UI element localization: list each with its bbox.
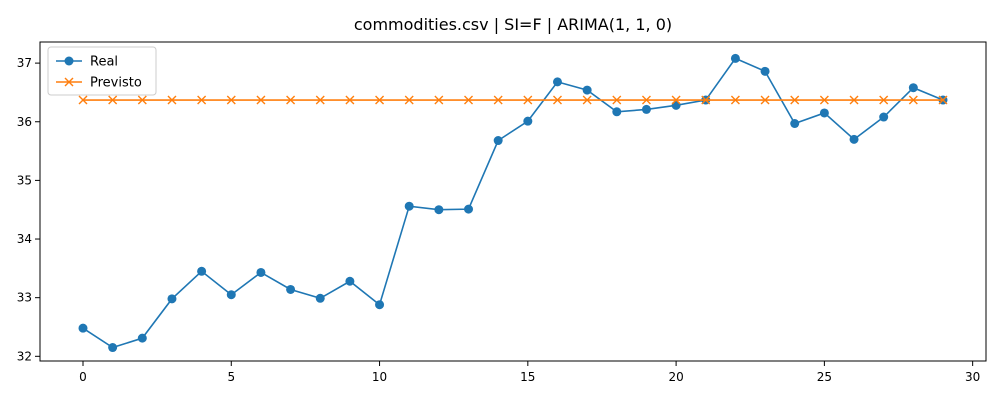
data-point-real — [908, 83, 918, 93]
data-point-previsto — [730, 95, 740, 105]
data-point-previsto — [612, 95, 622, 105]
data-point-real — [286, 284, 296, 294]
data-point-previsto — [464, 95, 474, 105]
x-tick-label: 0 — [79, 370, 87, 384]
data-point-previsto — [552, 95, 562, 105]
data-point-real — [256, 267, 266, 277]
data-point-previsto — [404, 95, 414, 105]
data-point-real — [552, 77, 562, 87]
data-point-real — [197, 266, 207, 276]
data-point-real — [819, 108, 829, 118]
plot-area — [78, 53, 948, 353]
y-tick-label: 36 — [17, 115, 32, 129]
data-point-previsto — [582, 95, 592, 105]
x-tick-label: 25 — [817, 370, 832, 384]
y-tick-label: 37 — [17, 56, 32, 70]
data-point-real — [641, 104, 651, 114]
legend-box — [47, 46, 157, 96]
x-tick-label: 10 — [372, 370, 387, 384]
data-point-previsto — [701, 95, 711, 105]
data-point-real — [345, 276, 355, 286]
data-point-previsto — [879, 95, 889, 105]
data-point-real — [108, 343, 118, 353]
data-point-real — [137, 333, 147, 343]
chart-title: commodities.csv | SI=F | ARIMA(1, 1, 0) — [354, 15, 672, 34]
data-point-real — [78, 323, 88, 333]
x-tick-label: 5 — [227, 370, 235, 384]
y-tick-label: 33 — [17, 291, 32, 305]
y-tick-label: 32 — [17, 349, 32, 363]
data-point-real — [226, 290, 236, 300]
data-point-real — [582, 85, 592, 95]
data-point-previsto — [137, 95, 147, 105]
data-point-real — [760, 66, 770, 76]
data-point-real — [671, 100, 681, 110]
data-point-previsto — [790, 95, 800, 105]
y-tick-label: 34 — [17, 232, 32, 246]
x-tick-label: 30 — [965, 370, 980, 384]
legend-label: Previsto — [90, 76, 142, 91]
data-point-previsto — [256, 95, 266, 105]
data-point-real — [375, 300, 385, 310]
data-point-previsto — [375, 95, 385, 105]
data-point-previsto — [286, 95, 296, 105]
data-point-previsto — [819, 95, 829, 105]
data-point-previsto — [641, 95, 651, 105]
x-tick-label: 15 — [520, 370, 535, 384]
data-point-previsto — [108, 95, 118, 105]
data-point-previsto — [493, 95, 503, 105]
data-point-real — [315, 293, 325, 303]
data-point-previsto — [315, 95, 325, 105]
data-point-real — [167, 294, 177, 304]
legend-item-previsto: Previsto — [56, 76, 142, 91]
data-point-previsto — [434, 95, 444, 105]
data-point-previsto — [938, 95, 948, 105]
data-point-real — [493, 136, 503, 146]
data-point-previsto — [345, 95, 355, 105]
legend-label: Real — [90, 55, 118, 70]
data-point-previsto — [849, 95, 859, 105]
data-point-real — [730, 53, 740, 63]
legend: Real Previsto — [47, 46, 157, 96]
legend-item-real: Real — [56, 55, 118, 70]
data-point-real — [612, 107, 622, 117]
x-tick-label: 20 — [668, 370, 683, 384]
data-point-previsto — [197, 95, 207, 105]
data-point-real — [879, 112, 889, 122]
legend-marker — [64, 77, 74, 87]
data-point-real — [464, 204, 474, 214]
data-point-previsto — [671, 95, 681, 105]
data-point-previsto — [760, 95, 770, 105]
data-point-previsto — [78, 95, 88, 105]
data-point-real — [849, 134, 859, 144]
data-point-previsto — [908, 95, 918, 105]
data-point-real — [434, 205, 444, 215]
data-point-real — [404, 201, 414, 211]
data-point-previsto — [167, 95, 177, 105]
data-point-real — [523, 116, 533, 126]
axes: 0 5 10 15 20 25 30 32 33 34 35 36 37 — [17, 41, 987, 384]
data-point-previsto — [523, 95, 533, 105]
y-tick-label: 35 — [17, 173, 32, 187]
plot-frame — [39, 41, 987, 362]
legend-marker — [64, 56, 74, 66]
series-line-real — [82, 57, 944, 349]
data-point-real — [790, 119, 800, 129]
data-point-previsto — [226, 95, 236, 105]
